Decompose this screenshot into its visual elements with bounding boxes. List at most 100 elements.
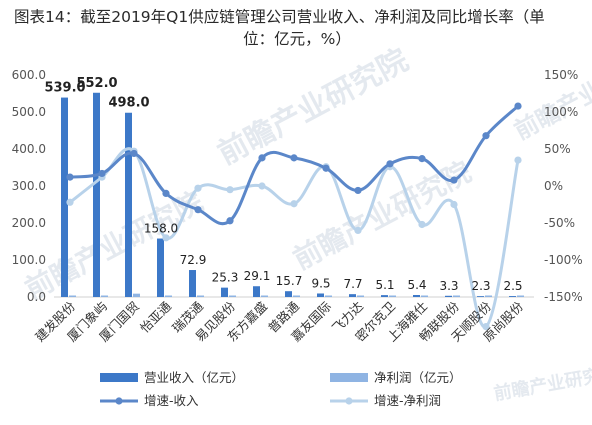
growth-profit-point xyxy=(290,200,298,208)
growth-revenue-point xyxy=(482,132,490,140)
legend-growth-revenue-label: 增速-收入 xyxy=(144,393,199,408)
watermark-4: 前瞻产业研究院 xyxy=(492,361,592,405)
growth-revenue-point xyxy=(194,206,202,214)
revenue-value-label: 9.5 xyxy=(311,276,330,290)
legend-profit-label: 净利润（亿元） xyxy=(374,370,462,385)
growth-revenue-point xyxy=(514,102,522,110)
revenue-value-label: 5.4 xyxy=(407,278,426,292)
y-right-tick-label: -150% xyxy=(544,290,583,304)
y-right-tick-label: 150% xyxy=(544,68,578,82)
revenue-value-label: 3.3 xyxy=(439,279,458,293)
revenue-value-label: 158.0 xyxy=(144,222,178,236)
growth-revenue-point xyxy=(66,173,74,181)
profit-bar xyxy=(133,293,140,297)
legend-growth-revenue-marker xyxy=(115,397,123,405)
revenue-bar xyxy=(349,294,356,297)
revenue-value-label: 25.3 xyxy=(212,271,239,285)
growth-revenue-point xyxy=(418,155,426,163)
chart-title-line2: 位：亿元，%） xyxy=(243,30,351,48)
chart-title: 图表14：截至2019年Q1供应链管理公司营业收入、净利润及同比增长率（单 位：… xyxy=(14,6,580,50)
y-right-tick-label: -50% xyxy=(544,216,575,230)
growth-profit-point xyxy=(354,226,362,234)
growth-profit-point xyxy=(226,186,234,194)
revenue-value-label: 539.0 xyxy=(44,81,85,96)
revenue-bar xyxy=(157,238,164,297)
bars-layer xyxy=(61,92,524,298)
revenue-bar xyxy=(189,270,196,297)
y-right-tick-label: 100% xyxy=(544,105,578,119)
revenue-bar xyxy=(253,286,260,297)
revenue-value-label: 72.9 xyxy=(180,253,207,267)
legend-revenue-label: 营业收入（亿元） xyxy=(144,370,244,385)
profit-bar xyxy=(101,295,108,297)
legend-growth-profit-label: 增速-净利润 xyxy=(374,393,441,408)
y-left-tick-label: 200.0 xyxy=(12,216,46,230)
revenue-bar xyxy=(445,295,452,297)
growth-profit-point xyxy=(514,156,522,164)
growth-profit-point xyxy=(258,182,266,190)
y-left-tick-label: 600.0 xyxy=(12,68,46,82)
watermark-3: 前瞻产业研究院 xyxy=(510,42,592,146)
y-left-tick-label: 0.0 xyxy=(27,290,46,304)
growth-revenue-point xyxy=(258,154,266,162)
legend-growth-profit-marker xyxy=(345,397,353,405)
growth-revenue-point xyxy=(226,217,234,225)
revenue-value-label: 2.5 xyxy=(503,279,522,293)
profit-bar xyxy=(229,295,236,297)
growth-revenue-point xyxy=(386,160,394,168)
legend: 营业收入（亿元） 净利润（亿元） 增速-收入 增速-净利润 xyxy=(100,370,462,408)
profit-bar xyxy=(165,295,172,297)
y-left-tick-label: 500.0 xyxy=(12,105,46,119)
profit-bar xyxy=(485,295,492,297)
revenue-value-label: 498.0 xyxy=(108,96,149,111)
y-left-tick-label: 400.0 xyxy=(12,142,46,156)
growth-revenue-point xyxy=(130,149,138,158)
growth-revenue-point xyxy=(98,169,106,178)
revenue-bar xyxy=(221,287,228,297)
y-right-tick-label: 0% xyxy=(544,179,563,193)
growth-profit-point xyxy=(66,198,74,206)
profit-bar xyxy=(293,295,300,297)
profit-bar xyxy=(197,295,204,297)
revenue-value-label: 552.0 xyxy=(76,76,117,91)
revenue-bar xyxy=(317,293,324,297)
profit-bar xyxy=(517,295,524,297)
revenue-value-label: 7.7 xyxy=(343,277,362,291)
revenue-bar xyxy=(125,112,132,298)
y-left-tick-label: 100.0 xyxy=(12,253,46,267)
profit-bar xyxy=(389,295,396,297)
growth-profit-point xyxy=(482,323,490,331)
revenue-bar xyxy=(93,92,100,297)
profit-bar xyxy=(421,295,428,297)
profit-bar xyxy=(453,295,460,297)
profit-bar xyxy=(325,295,332,297)
watermark-0: 前瞻产业研究院 xyxy=(212,43,414,172)
growth-revenue-point xyxy=(162,189,170,197)
growth-profit-point xyxy=(194,184,202,192)
growth-profit-point xyxy=(418,220,426,229)
revenue-value-label: 2.3 xyxy=(471,279,490,293)
legend-profit-swatch xyxy=(330,373,368,382)
growth-profit-line xyxy=(69,147,520,329)
axes-layer: 0.0 100.0 200.0 300.0 400.0 500.0 600.0 -150% -1… xyxy=(12,68,583,304)
profit-bar xyxy=(69,295,76,297)
legend-revenue-swatch xyxy=(100,373,138,382)
growth-profit-point xyxy=(162,234,170,242)
revenue-bar xyxy=(381,295,388,297)
revenue-bar xyxy=(61,97,68,297)
revenue-bar xyxy=(509,296,516,297)
chart-title-line1: 图表14：截至2019年Q1供应链管理公司营业收入、净利润及同比增长率（单 xyxy=(14,8,545,26)
growth-revenue-point xyxy=(322,164,330,172)
revenue-bar xyxy=(285,291,292,297)
y-right-tick-label: -100% xyxy=(544,253,583,267)
growth-revenue-point xyxy=(450,176,458,184)
profit-bar xyxy=(357,295,364,297)
x-tick-label: 怡亚通 xyxy=(137,298,174,335)
revenue-bar xyxy=(413,295,420,297)
growth-revenue-point xyxy=(354,186,362,195)
revenue-value-label: 5.1 xyxy=(375,278,394,292)
y-left-tick-label: 300.0 xyxy=(12,179,46,193)
y-right-tick-label: 50% xyxy=(544,142,571,156)
